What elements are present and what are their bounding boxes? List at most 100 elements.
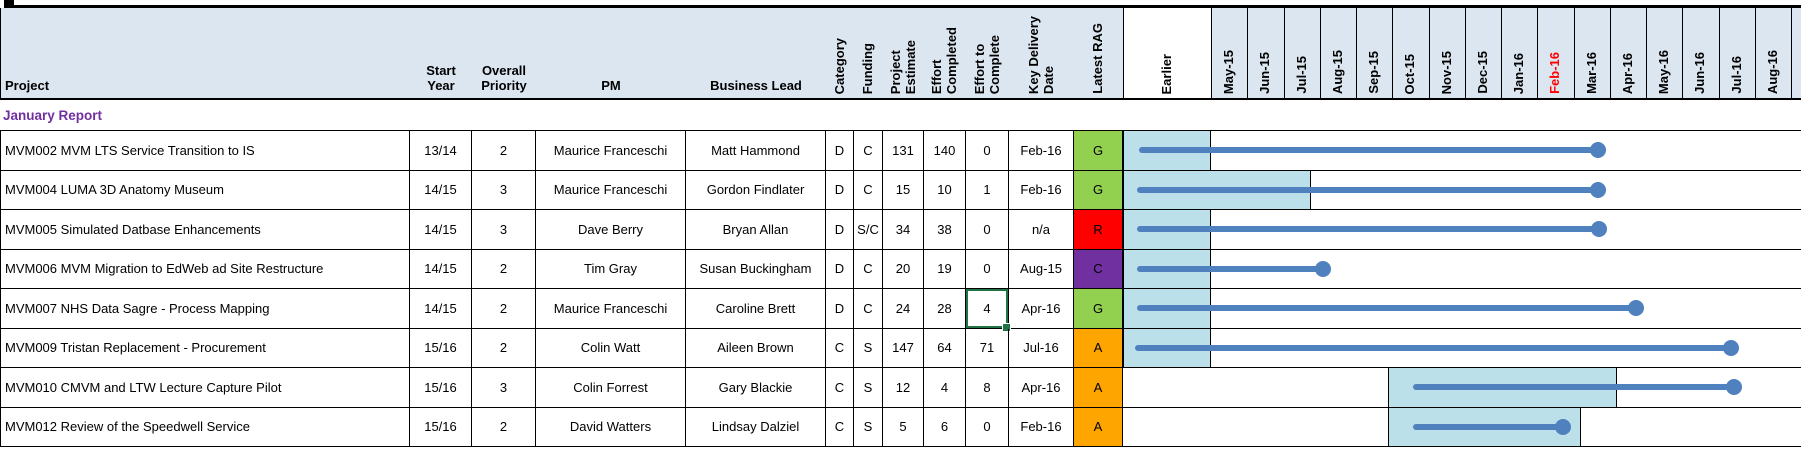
gantt-line[interactable] <box>1137 305 1636 312</box>
gantt-line[interactable] <box>1413 384 1734 391</box>
rag-status-cell[interactable]: A <box>1074 368 1123 407</box>
start-year-cell[interactable]: 14/15 <box>410 170 472 209</box>
rag-status-cell[interactable]: G <box>1074 131 1123 170</box>
delivery-date-cell[interactable]: Feb-16 <box>1009 170 1074 209</box>
funding-cell[interactable]: C <box>854 170 883 209</box>
project-name-cell[interactable]: MVM004 LUMA 3D Anatomy Museum <box>1 170 410 209</box>
pm-cell[interactable]: Maurice Franceschi <box>536 170 686 209</box>
delivery-date-cell[interactable]: Apr-16 <box>1009 289 1074 328</box>
gantt-milestone-dot[interactable] <box>1726 379 1742 396</box>
start-year-cell[interactable]: 14/15 <box>410 289 472 328</box>
effort-completed-cell[interactable]: 4 <box>924 368 966 407</box>
category-cell[interactable]: D <box>826 170 854 209</box>
rag-status-cell[interactable]: G <box>1074 170 1123 209</box>
column-header-month[interactable]: Sep-15 <box>1356 8 1392 98</box>
estimate-cell[interactable]: 12 <box>883 368 924 407</box>
estimate-cell[interactable]: 147 <box>883 328 924 367</box>
column-header-project[interactable]: Project <box>5 78 50 94</box>
gantt-milestone-dot[interactable] <box>1628 300 1644 317</box>
priority-cell[interactable]: 2 <box>472 289 536 328</box>
column-header-month[interactable]: Aug-15 <box>1319 8 1356 98</box>
column-header-month[interactable]: May-16 <box>1646 8 1682 98</box>
estimate-cell[interactable]: 24 <box>883 289 924 328</box>
column-header-month[interactable]: Feb-16 <box>1537 8 1573 98</box>
category-cell[interactable]: C <box>826 407 854 446</box>
priority-cell[interactable]: 2 <box>472 249 536 288</box>
pm-cell[interactable]: Colin Forrest <box>536 368 686 407</box>
project-name-cell[interactable]: MVM002 MVM LTS Service Transition to IS <box>1 131 410 170</box>
business-lead-cell[interactable]: Aileen Brown <box>686 328 826 367</box>
funding-cell[interactable]: C <box>854 289 883 328</box>
business-lead-cell[interactable]: Caroline Brett <box>686 289 826 328</box>
project-name-cell[interactable]: MVM010 CMVM and LTW Lecture Capture Pilo… <box>1 368 410 407</box>
column-header-month[interactable]: Jun-15 <box>1247 8 1283 98</box>
funding-cell[interactable]: S <box>854 407 883 446</box>
column-header-key-delivery-date[interactable]: Key Delivery Date <box>1009 8 1074 98</box>
pm-cell[interactable]: Dave Berry <box>536 210 686 249</box>
estimate-cell[interactable]: 131 <box>883 131 924 170</box>
funding-cell[interactable]: C <box>854 249 883 288</box>
delivery-date-cell[interactable]: Feb-16 <box>1009 131 1074 170</box>
category-cell[interactable]: D <box>826 131 854 170</box>
effort-to-complete-cell[interactable]: 8 <box>966 368 1009 407</box>
start-year-cell[interactable]: 15/16 <box>410 407 472 446</box>
pm-cell[interactable]: Tim Gray <box>536 249 686 288</box>
business-lead-cell[interactable]: Lindsay Dalziel <box>686 407 826 446</box>
rag-status-cell[interactable]: A <box>1074 407 1123 446</box>
report-title[interactable]: January Report <box>3 107 103 123</box>
business-lead-cell[interactable]: Susan Buckingham <box>686 249 826 288</box>
gantt-milestone-dot[interactable] <box>1590 181 1606 198</box>
gantt-line[interactable] <box>1413 423 1563 430</box>
estimate-cell[interactable]: 20 <box>883 249 924 288</box>
pm-cell[interactable]: Maurice Franceschi <box>536 131 686 170</box>
gantt-line[interactable] <box>1137 226 1599 233</box>
column-header-pm[interactable]: PM <box>601 78 621 94</box>
priority-cell[interactable]: 2 <box>472 131 536 170</box>
effort-completed-cell[interactable]: 28 <box>924 289 966 328</box>
gantt-line[interactable] <box>1139 147 1598 154</box>
effort-completed-cell[interactable]: 38 <box>924 210 966 249</box>
column-header-month[interactable]: Aug-16 <box>1754 8 1791 98</box>
column-header-month[interactable]: Oct-15 <box>1392 8 1428 98</box>
column-header-effort-completed[interactable]: Effort Completed <box>924 8 966 98</box>
column-header-month[interactable]: Jul-15 <box>1283 8 1320 98</box>
estimate-cell[interactable]: 15 <box>883 170 924 209</box>
column-header-month[interactable]: Mar-16 <box>1573 8 1610 98</box>
start-year-cell[interactable]: 14/15 <box>410 210 472 249</box>
priority-cell[interactable]: 2 <box>472 328 536 367</box>
effort-to-complete-cell[interactable]: 0 <box>966 210 1009 249</box>
delivery-date-cell[interactable]: Apr-16 <box>1009 368 1074 407</box>
column-header-month[interactable]: Nov-15 <box>1428 8 1465 98</box>
start-year-cell[interactable]: 14/15 <box>410 249 472 288</box>
column-header-month[interactable]: Jun-16 <box>1682 8 1718 98</box>
column-header-month[interactable]: May-15 <box>1211 8 1247 98</box>
business-lead-cell[interactable]: Bryan Allan <box>686 210 826 249</box>
column-header-month[interactable]: Jul-16 <box>1718 8 1755 98</box>
rag-status-cell[interactable]: R <box>1074 210 1123 249</box>
pm-cell[interactable]: David Watters <box>536 407 686 446</box>
priority-cell[interactable]: 3 <box>472 368 536 407</box>
gantt-line[interactable] <box>1135 344 1731 351</box>
column-header-month[interactable]: Jan-16 <box>1501 8 1537 98</box>
project-name-cell[interactable]: MVM006 MVM Migration to EdWeb ad Site Re… <box>1 249 410 288</box>
delivery-date-cell[interactable]: Aug-15 <box>1009 249 1074 288</box>
estimate-cell[interactable]: 5 <box>883 407 924 446</box>
column-header-category[interactable]: Category <box>826 8 854 98</box>
gantt-line[interactable] <box>1137 265 1323 272</box>
column-header-earlier[interactable]: Earlier <box>1123 8 1211 98</box>
funding-cell[interactable]: S/C <box>854 210 883 249</box>
gantt-milestone-dot[interactable] <box>1555 418 1571 435</box>
business-lead-cell[interactable]: Gordon Findlater <box>686 170 826 209</box>
effort-to-complete-cell[interactable]: 71 <box>966 328 1009 367</box>
rag-status-cell[interactable]: A <box>1074 328 1123 367</box>
column-header-month[interactable]: Apr-16 <box>1609 8 1646 98</box>
effort-completed-cell[interactable]: 10 <box>924 170 966 209</box>
gantt-milestone-dot[interactable] <box>1591 221 1607 238</box>
effort-to-complete-cell[interactable]: 1 <box>966 170 1009 209</box>
project-name-cell[interactable]: MVM009 Tristan Replacement - Procurement <box>1 328 410 367</box>
gantt-milestone-dot[interactable] <box>1590 142 1606 159</box>
column-header-project-estimate[interactable]: Project Estimate <box>883 8 924 98</box>
column-header-month[interactable]: Dec-15 <box>1464 8 1501 98</box>
priority-cell[interactable]: 3 <box>472 210 536 249</box>
pm-cell[interactable]: Maurice Franceschi <box>536 289 686 328</box>
